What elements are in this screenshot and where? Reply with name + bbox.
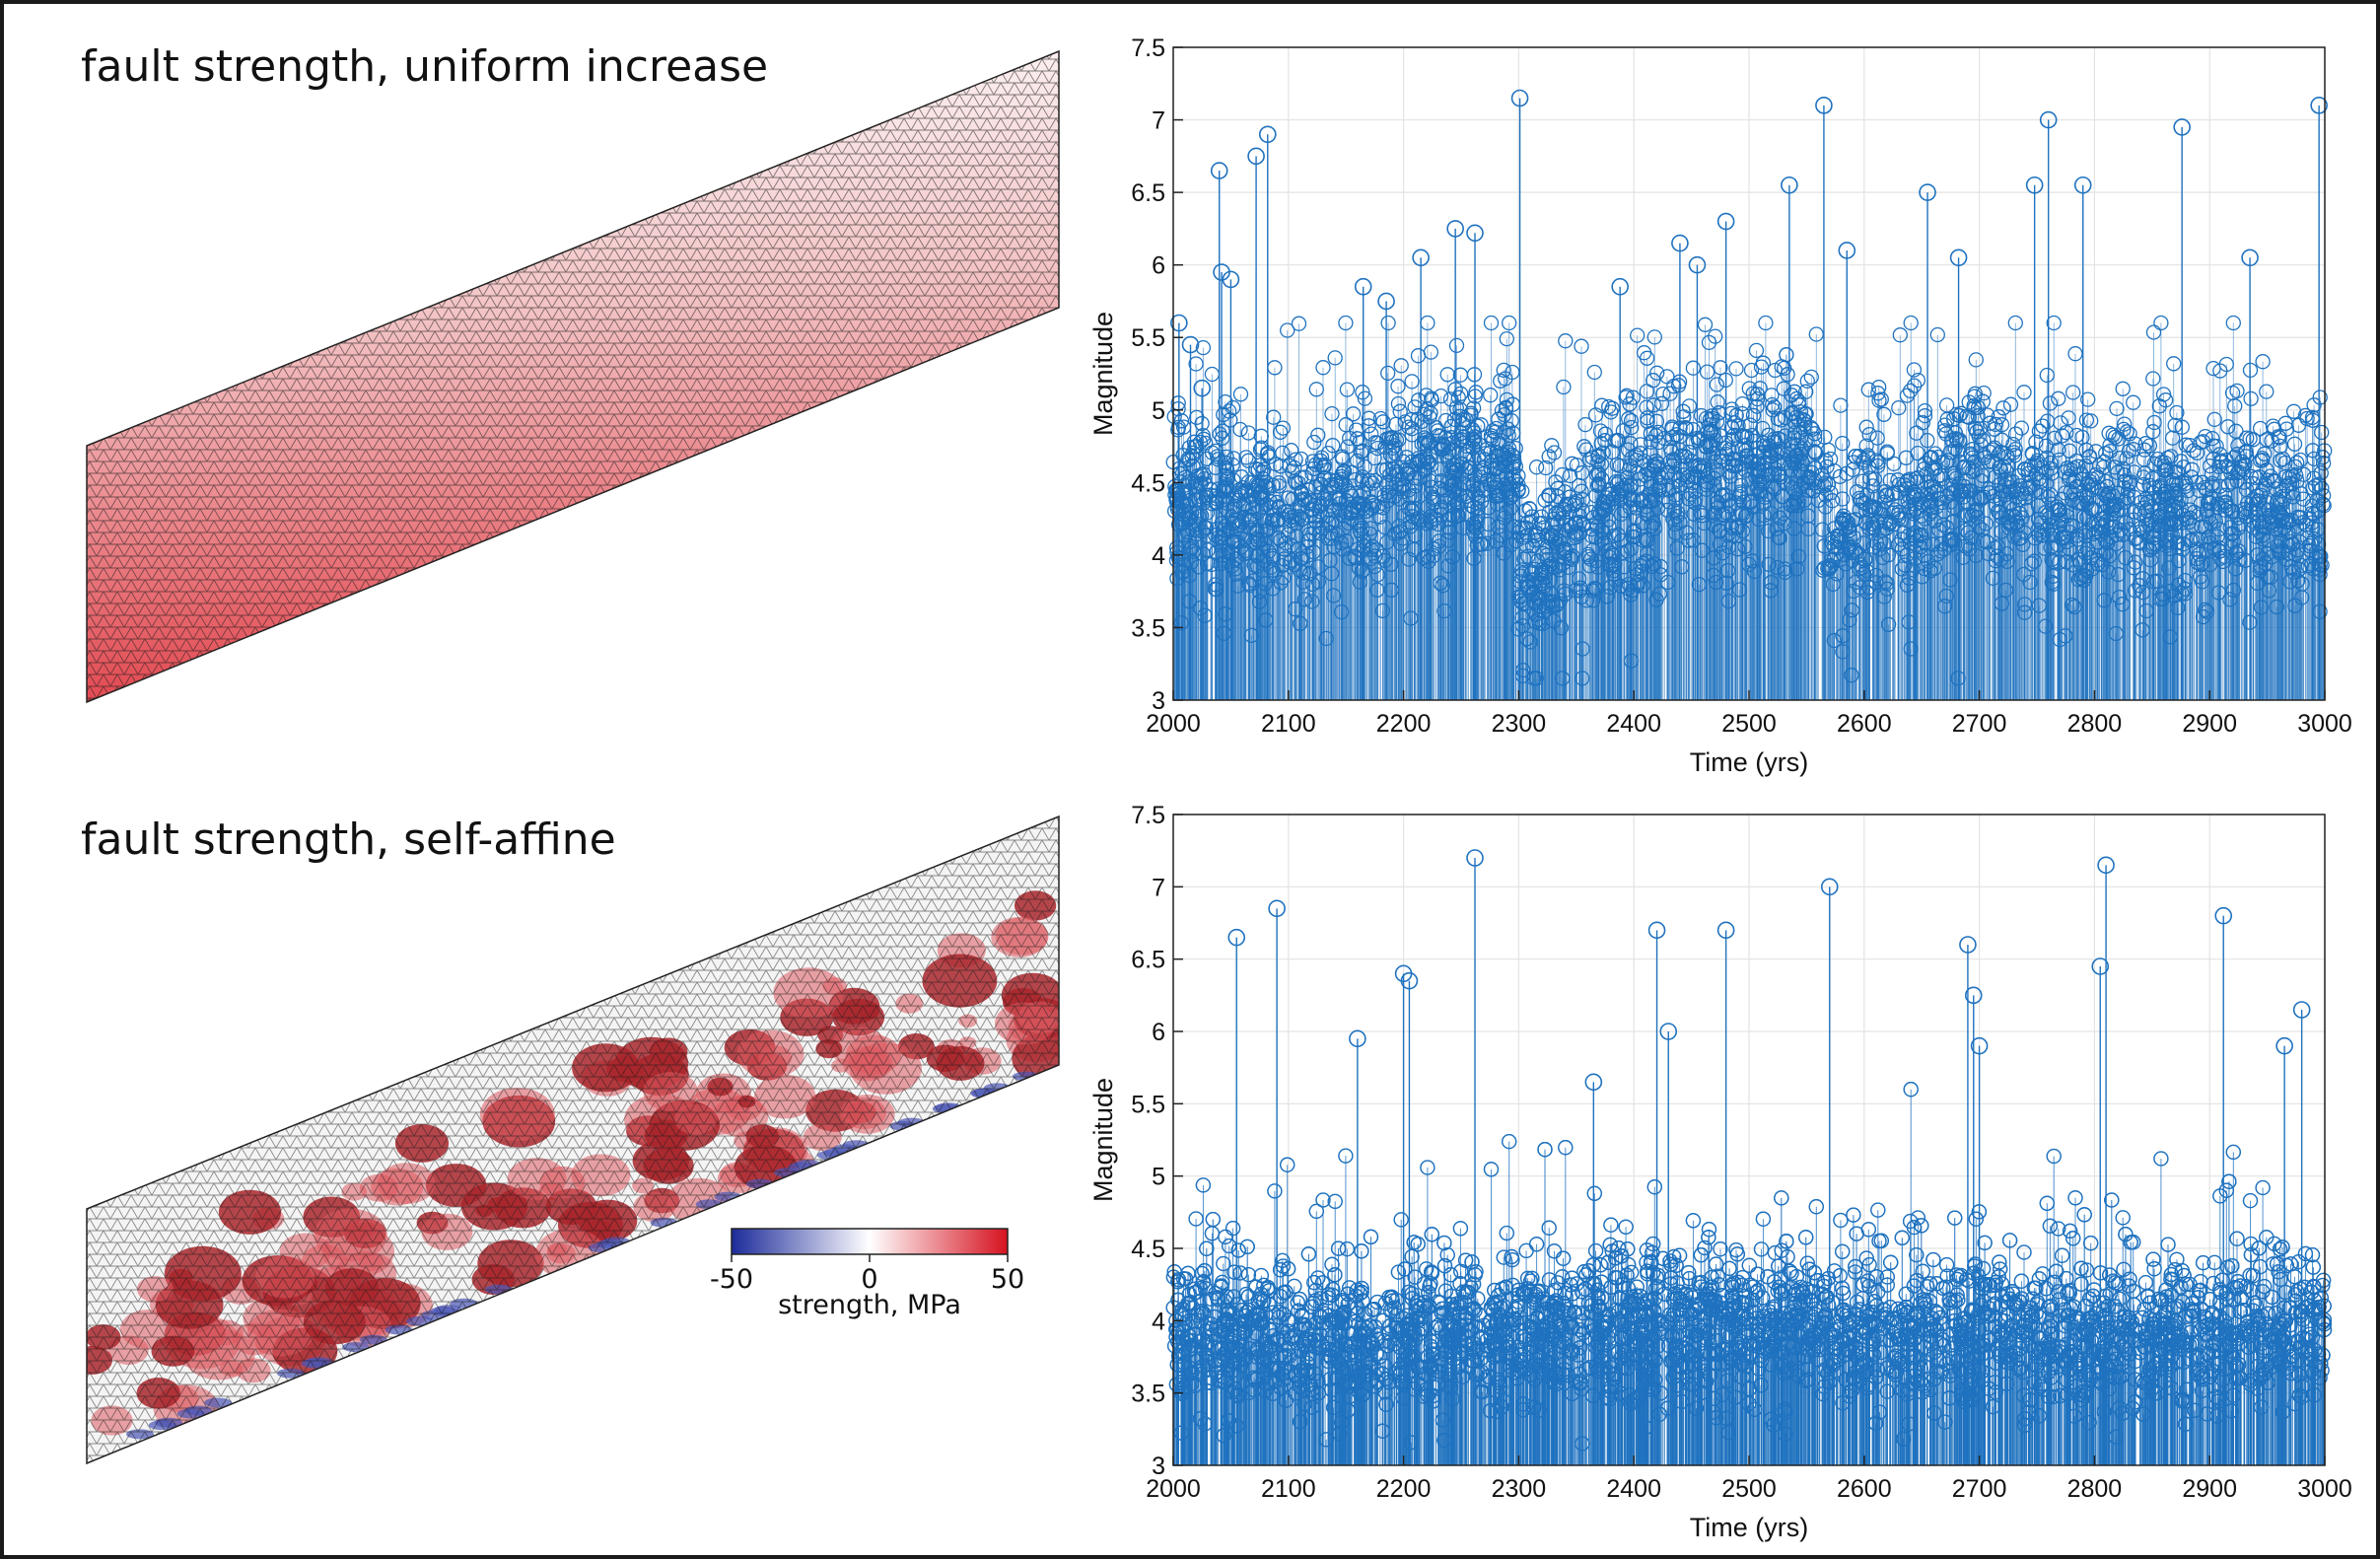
fault-mesh-self-affine [73, 816, 1085, 1463]
colorbar: -50 0 50 strength, MPa [710, 1229, 1024, 1320]
colorbar-label: strength, MPa [778, 1290, 961, 1320]
colorbar-tick-min: -50 [710, 1264, 753, 1295]
colorbar-tick-max: 50 [991, 1264, 1024, 1295]
fault-mesh-uniform [87, 51, 1059, 702]
magnitude-chart-uniform: 2000 2100 2200 2300 2400 2500 2600 2700 2800 2900… [1088, 35, 2352, 777]
